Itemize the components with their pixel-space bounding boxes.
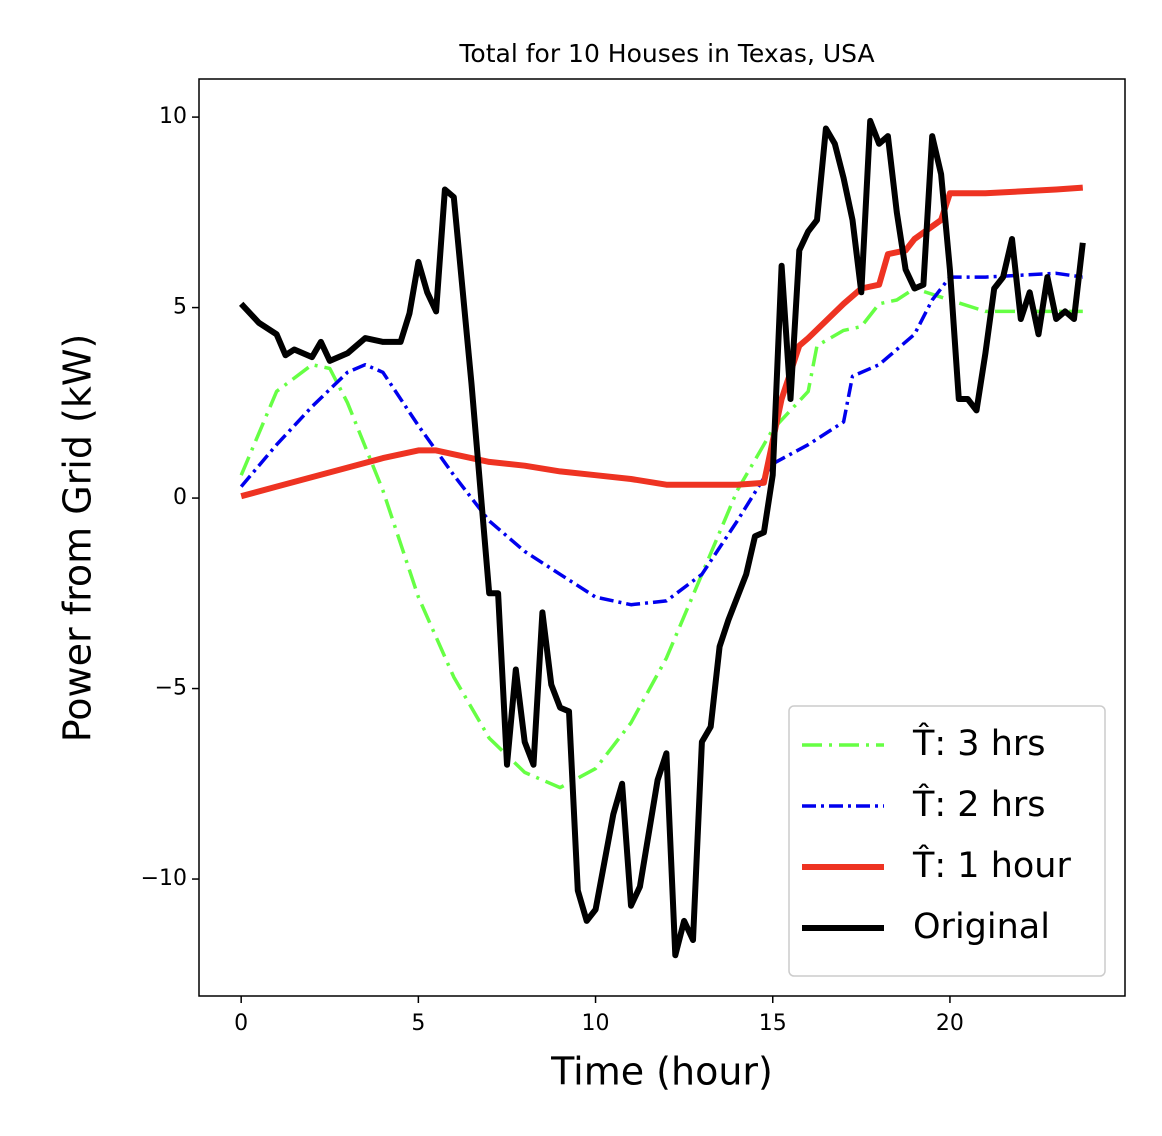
- x-tick-label: 10: [582, 1011, 610, 1036]
- legend-label: T̂: 1 hour: [912, 844, 1071, 886]
- x-axis-label: Time (hour): [550, 1050, 773, 1094]
- y-tick-label: −5: [155, 676, 187, 701]
- y-axis-label: Power from Grid (kW): [56, 334, 100, 743]
- legend-label: T̂: 3 hrs: [912, 722, 1046, 764]
- legend-box: [788, 705, 1106, 977]
- plot-frame: [198, 78, 1126, 997]
- legend-label: T̂: 2 hrs: [912, 783, 1046, 825]
- y-tick-label: 10: [159, 104, 187, 129]
- series-line: [239, 117, 1086, 959]
- chart-title: Total for 10 Houses in Texas, USA: [458, 39, 874, 68]
- series-line: [240, 184, 1084, 500]
- x-tick-label: 5: [411, 1011, 425, 1036]
- legend-label: Original: [913, 907, 1050, 947]
- y-tick-label: 5: [173, 295, 187, 320]
- series-line: [239, 271, 1084, 607]
- x-tick-label: 15: [759, 1011, 787, 1036]
- y-tick-label: −10: [141, 866, 187, 891]
- x-tick-label: 0: [234, 1011, 248, 1036]
- y-tick-label: 0: [173, 485, 187, 510]
- x-tick-label: 20: [936, 1011, 964, 1036]
- series-line: [239, 286, 1083, 790]
